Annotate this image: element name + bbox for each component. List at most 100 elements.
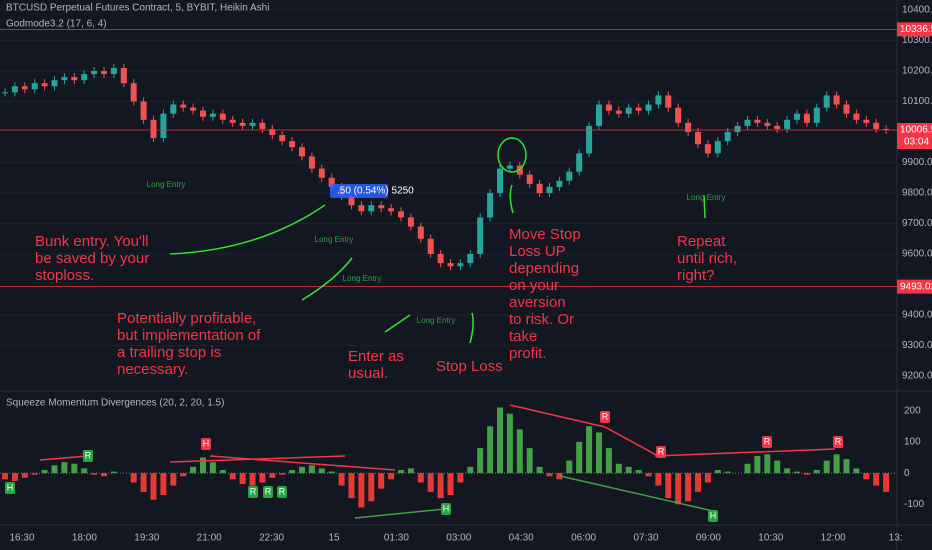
histogram-bar [803, 473, 810, 475]
histogram-bar [794, 471, 800, 474]
candle [734, 125, 741, 132]
histogram-bar [625, 466, 632, 474]
y-tick-label: -100 [904, 499, 924, 510]
divergence-marker-label: R [835, 436, 842, 446]
candle [457, 263, 464, 267]
candle [556, 180, 563, 187]
candle [417, 226, 424, 239]
histogram-bar [338, 473, 345, 486]
candle [368, 205, 375, 212]
candle [269, 128, 276, 136]
divergence-marker-label: R [602, 411, 609, 421]
histogram-bar [596, 432, 602, 474]
candle [71, 77, 78, 81]
divergence-line [604, 426, 661, 458]
histogram-bar [51, 465, 58, 474]
candle [853, 113, 860, 120]
x-tick-label: 06:00 [571, 533, 596, 544]
y-tick-label: 10100.00 [902, 96, 932, 107]
candle [477, 217, 484, 254]
divergence-marker [201, 438, 211, 450]
candle [51, 80, 58, 87]
price-badge-label: 10336.50 [900, 24, 932, 35]
drawn-line [301, 257, 353, 301]
divergence-line [209, 455, 396, 471]
y-tick-label: 9200.00 [902, 371, 932, 382]
x-tick-label: 09:00 [696, 533, 721, 544]
histogram-bar [605, 448, 612, 474]
candle [219, 113, 226, 120]
x-tick-label: 04:30 [509, 533, 534, 544]
candle [437, 254, 444, 264]
indicator-title: Godmode3.2 (17, 6, 4) [6, 19, 107, 30]
candle [130, 83, 137, 102]
candle [497, 168, 503, 193]
histogram-bar [843, 459, 850, 474]
divergence-marker [441, 503, 451, 515]
divergence-marker-label: R [250, 486, 257, 496]
candle [586, 125, 593, 154]
candle [308, 156, 315, 169]
candle [229, 119, 236, 123]
histogram-bar [675, 473, 682, 505]
histogram-bar [853, 468, 860, 474]
histogram-bar [308, 465, 315, 474]
histogram-bar [11, 473, 18, 481]
candle [2, 92, 8, 94]
histogram-bar [813, 470, 820, 474]
histogram-bar [536, 466, 543, 474]
histogram-bar [695, 473, 701, 492]
histogram-bar [110, 471, 117, 474]
drawings [169, 137, 706, 344]
histogram-bar [437, 473, 444, 499]
histogram-bar [863, 473, 870, 480]
drawn-circle [497, 137, 527, 173]
candle [615, 110, 622, 114]
y-tick-label: 200 [904, 405, 921, 416]
candle [239, 122, 246, 126]
candle [209, 113, 216, 117]
x-tick-label: 19:30 [134, 533, 159, 544]
histogram-bar [615, 463, 622, 474]
divergence-line [354, 508, 446, 519]
histogram-bar [635, 470, 642, 474]
candle [675, 107, 682, 123]
histogram-bar [407, 468, 414, 474]
histogram-bar [101, 473, 107, 477]
divergence-marker [83, 450, 93, 462]
histogram-bar [754, 455, 761, 474]
histogram-bar [457, 473, 464, 483]
candle [506, 165, 513, 169]
candle [645, 104, 652, 111]
histogram-bar [873, 473, 880, 486]
divergence-marker-label: H [203, 438, 210, 448]
candle [81, 74, 88, 81]
histogram-bar [180, 473, 187, 477]
drawn-line [509, 184, 514, 214]
y-tick-label: 9700.00 [902, 218, 932, 229]
candle [863, 119, 870, 123]
candle [695, 132, 701, 145]
x-tick-label: 15 [328, 533, 340, 544]
divergence-marker-label: R [265, 486, 272, 496]
divergence-marker [833, 436, 843, 448]
candle [140, 101, 147, 120]
histogram-bar [219, 470, 226, 474]
histogram-bar [665, 473, 672, 499]
y-tick-label: 100 [904, 437, 921, 448]
annotation: Stop Loss [436, 358, 503, 375]
divergence-marker [248, 486, 258, 498]
candle [546, 186, 553, 193]
histogram-bar [774, 460, 781, 474]
candle [427, 238, 434, 254]
histogram-bar [487, 426, 494, 474]
annotation: Move Stop Loss UP depending on your aver… [509, 226, 581, 362]
histogram-bar [91, 473, 98, 475]
histogram-bar [348, 473, 355, 499]
candle [289, 141, 296, 148]
annotation: Enter as usual. [348, 348, 404, 382]
candle [803, 113, 810, 123]
candle [873, 122, 880, 129]
histogram-bar [140, 473, 147, 492]
divergence-line [559, 475, 714, 512]
